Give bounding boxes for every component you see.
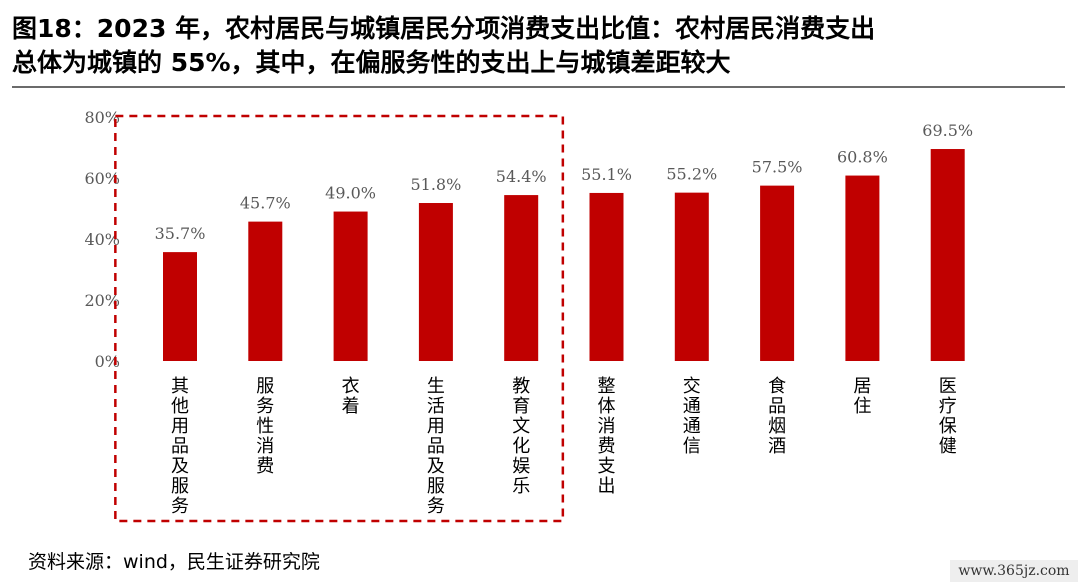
watermark: www.365jz.com [950,560,1078,582]
x-category-label: 交通通信 [683,376,701,457]
x-category-label: 教育文化娱乐 [512,376,530,497]
y-tick-label: 80% [84,108,120,127]
bar [163,252,197,361]
bar [418,203,453,361]
bar [674,192,709,361]
x-category-label: 整体消费支出 [598,376,616,497]
bar-value-label: 35.7% [155,224,206,243]
bar-chart: 0% 20% 40% 60% 80% 35.7% 其他用品及服务 45.7% 服务性消费 49.0… [84,108,973,523]
bar-value-label: 51.8% [410,175,461,194]
y-tick-label: 0% [95,352,120,371]
x-category-label: 生活用品及服务 [427,376,445,517]
bar-value-label: 49.0% [325,184,376,203]
bar-value-label: 55.2% [666,165,717,184]
x-category-label: 衣着 [342,376,360,417]
bar-value-label: 60.8% [837,148,888,167]
y-tick-label: 20% [84,291,120,310]
bar-value-label: 45.7% [240,194,291,213]
x-category-label: 其他用品及服务 [171,376,189,517]
title-divider [12,86,1065,88]
bar [504,195,539,361]
x-category-label: 医疗保健 [939,376,957,457]
source-note: 资料来源：wind，民生证券研究院 [28,551,320,573]
x-category-label: 服务性消费 [256,376,274,477]
chart-title: 图18：2023 年，农村居民与城镇居民分项消费支出比值：农村居民消费支出 总体… [12,12,1072,80]
bar-value-label: 55.1% [581,165,632,184]
x-category-label: 居住 [853,376,871,417]
y-tick-label: 40% [84,230,120,249]
bar [930,149,965,361]
bar [589,192,624,361]
bar-value-label: 54.4% [496,167,547,186]
chart-title-line-1: 图18：2023 年，农村居民与城镇居民分项消费支出比值：农村居民消费支出 [12,14,876,43]
bar [760,185,795,361]
bar-value-label: 69.5% [922,121,973,140]
bar [845,175,880,361]
y-tick-label: 60% [84,169,120,188]
x-category-label: 食品烟酒 [768,376,786,457]
chart-title-line-2: 总体为城镇的 55%，其中，在偏服务性的支出上与城镇差距较大 [12,48,731,77]
bar [248,221,283,361]
bar [333,211,368,361]
highlight-box [114,114,565,523]
bar-value-label: 57.5% [752,158,803,177]
